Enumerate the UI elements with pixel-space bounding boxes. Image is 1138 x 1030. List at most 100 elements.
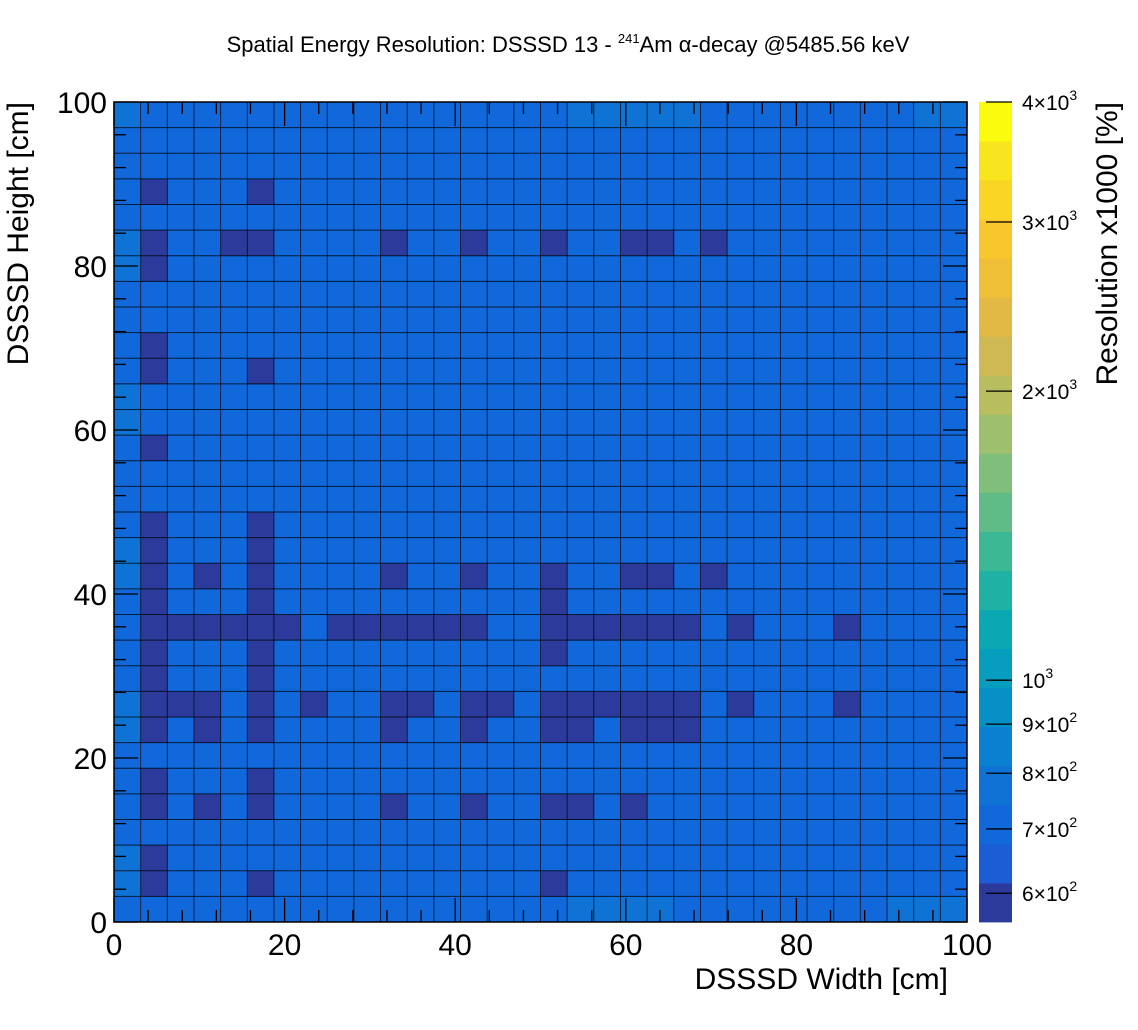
heatmap-cell-24-10 — [753, 640, 781, 667]
heatmap-cell-30-17 — [913, 460, 941, 487]
heatmap-cell-30-7 — [913, 717, 941, 743]
heatmap-cell-11-11 — [407, 614, 435, 641]
heatmap-cell-14-30 — [487, 127, 515, 154]
heatmap-cell-6-23 — [273, 307, 301, 333]
heatmap-cell-1-9 — [140, 665, 168, 692]
palette-swatch-17 — [979, 219, 1012, 259]
heatmap-cell-11-2 — [407, 845, 435, 872]
heatmap-cell-5-14 — [247, 537, 275, 564]
heatmap-cell-17-11 — [567, 614, 595, 641]
heatmap-cell-0-6 — [114, 742, 141, 769]
heatmap-cell-12-15 — [433, 512, 461, 538]
heatmap-cell-6-14 — [273, 537, 301, 564]
heatmap-cell-28-26 — [860, 230, 888, 257]
heatmap-cell-8-31 — [327, 102, 355, 128]
heatmap-cell-1-7 — [140, 717, 168, 743]
heatmap-cell-5-3 — [247, 819, 275, 846]
heatmap-cell-8-15 — [327, 512, 355, 538]
heatmap-cell-29-0 — [887, 896, 914, 923]
heatmap-cell-16-31 — [540, 102, 568, 128]
heatmap-cell-23-17 — [727, 460, 755, 487]
heatmap-cell-5-20 — [247, 383, 275, 410]
heatmap-cell-10-29 — [380, 153, 408, 180]
heatmap-cell-19-17 — [620, 460, 648, 487]
heatmap-cell-3-15 — [193, 512, 221, 538]
heatmap-cell-25-20 — [780, 383, 808, 410]
heatmap-cell-23-0 — [727, 896, 755, 923]
heatmap-cell-17-8 — [567, 691, 595, 718]
heatmap-cell-0-4 — [114, 793, 141, 820]
heatmap-cell-19-20 — [620, 383, 648, 410]
heatmap-cell-29-25 — [887, 255, 914, 282]
palette-swatch-8 — [979, 570, 1012, 611]
heatmap-cell-30-30 — [913, 127, 941, 154]
palette-tick-label-4: 103 — [1022, 665, 1053, 693]
heatmap-cell-23-6 — [727, 742, 755, 769]
heatmap-cell-2-12 — [167, 588, 195, 615]
heatmap-cell-2-21 — [167, 358, 195, 385]
heatmap-cell-22-30 — [700, 127, 728, 154]
heatmap-cell-9-5 — [353, 768, 381, 795]
heatmap-cell-27-20 — [833, 383, 861, 410]
heatmap-cell-19-18 — [620, 435, 648, 462]
heatmap-cell-17-12 — [567, 588, 595, 615]
heatmap-cell-13-20 — [460, 383, 488, 410]
heatmap-cell-20-30 — [647, 127, 675, 154]
heatmap-cell-3-25 — [193, 255, 221, 282]
heatmap-cell-15-5 — [513, 768, 541, 795]
heatmap-cell-3-26 — [193, 230, 221, 257]
heatmap-cell-30-29 — [913, 153, 941, 180]
palette-tick-label-2: 8×102 — [1022, 758, 1077, 786]
palette-swatch-2 — [979, 804, 1012, 845]
heatmap-cell-10-10 — [380, 640, 408, 667]
heatmap-cell-14-4 — [487, 793, 515, 820]
heatmap-cell-3-18 — [193, 435, 221, 462]
heatmap-cell-23-30 — [727, 127, 755, 154]
heatmap-cell-19-8 — [620, 691, 648, 718]
heatmap-cell-2-9 — [167, 665, 195, 692]
heatmap-cell-18-8 — [593, 691, 621, 718]
palette-swatch-3 — [979, 765, 1012, 806]
heatmap-cell-26-19 — [807, 409, 835, 436]
heatmap-cell-22-17 — [700, 460, 728, 487]
heatmap-cell-23-11 — [727, 614, 755, 641]
heatmap-cell-8-9 — [327, 665, 355, 692]
heatmap-cell-24-17 — [753, 460, 781, 487]
heatmap-cell-6-20 — [273, 383, 301, 410]
heatmap-cell-25-0 — [780, 896, 808, 923]
heatmap-cell-29-6 — [887, 742, 914, 769]
heatmap-cell-12-7 — [433, 717, 461, 743]
heatmap-cell-14-13 — [487, 563, 515, 590]
palette-swatch-4 — [979, 726, 1012, 767]
heatmap-cell-15-14 — [513, 537, 541, 564]
heatmap-cell-21-30 — [673, 127, 701, 154]
heatmap-cell-27-5 — [833, 768, 861, 795]
heatmap-cell-3-30 — [193, 127, 221, 154]
heatmap-cell-15-9 — [513, 665, 541, 692]
heatmap-cell-7-18 — [300, 435, 328, 462]
heatmap-cell-2-5 — [167, 768, 195, 795]
heatmap-cell-21-21 — [673, 358, 701, 385]
heatmap-cell-22-27 — [700, 204, 728, 231]
heatmap-cell-28-27 — [860, 204, 888, 231]
heatmap-cell-31-12 — [940, 588, 968, 615]
heatmap-cell-9-30 — [353, 127, 381, 154]
heatmap-cell-6-24 — [273, 281, 301, 308]
heatmap-cell-6-15 — [273, 512, 301, 538]
heatmap-cell-11-21 — [407, 358, 435, 385]
heatmap-cell-15-28 — [513, 178, 541, 205]
heatmap-cell-1-17 — [140, 460, 168, 487]
heatmap-cell-26-25 — [807, 255, 835, 282]
heatmap-cell-31-6 — [940, 742, 968, 769]
heatmap-cell-14-2 — [487, 845, 515, 872]
heatmap-cell-17-2 — [567, 845, 595, 872]
heatmap-cell-3-12 — [193, 588, 221, 615]
heatmap-cell-21-11 — [673, 614, 701, 641]
heatmap-cell-5-0 — [247, 896, 275, 923]
heatmap-cell-16-29 — [540, 153, 568, 180]
heatmap-cell-14-8 — [487, 691, 515, 718]
heatmap-cell-24-3 — [753, 819, 781, 846]
heatmap-cell-22-16 — [700, 486, 728, 513]
y-tick-label-4: 80 — [74, 251, 107, 284]
heatmap-cell-29-24 — [887, 281, 914, 308]
